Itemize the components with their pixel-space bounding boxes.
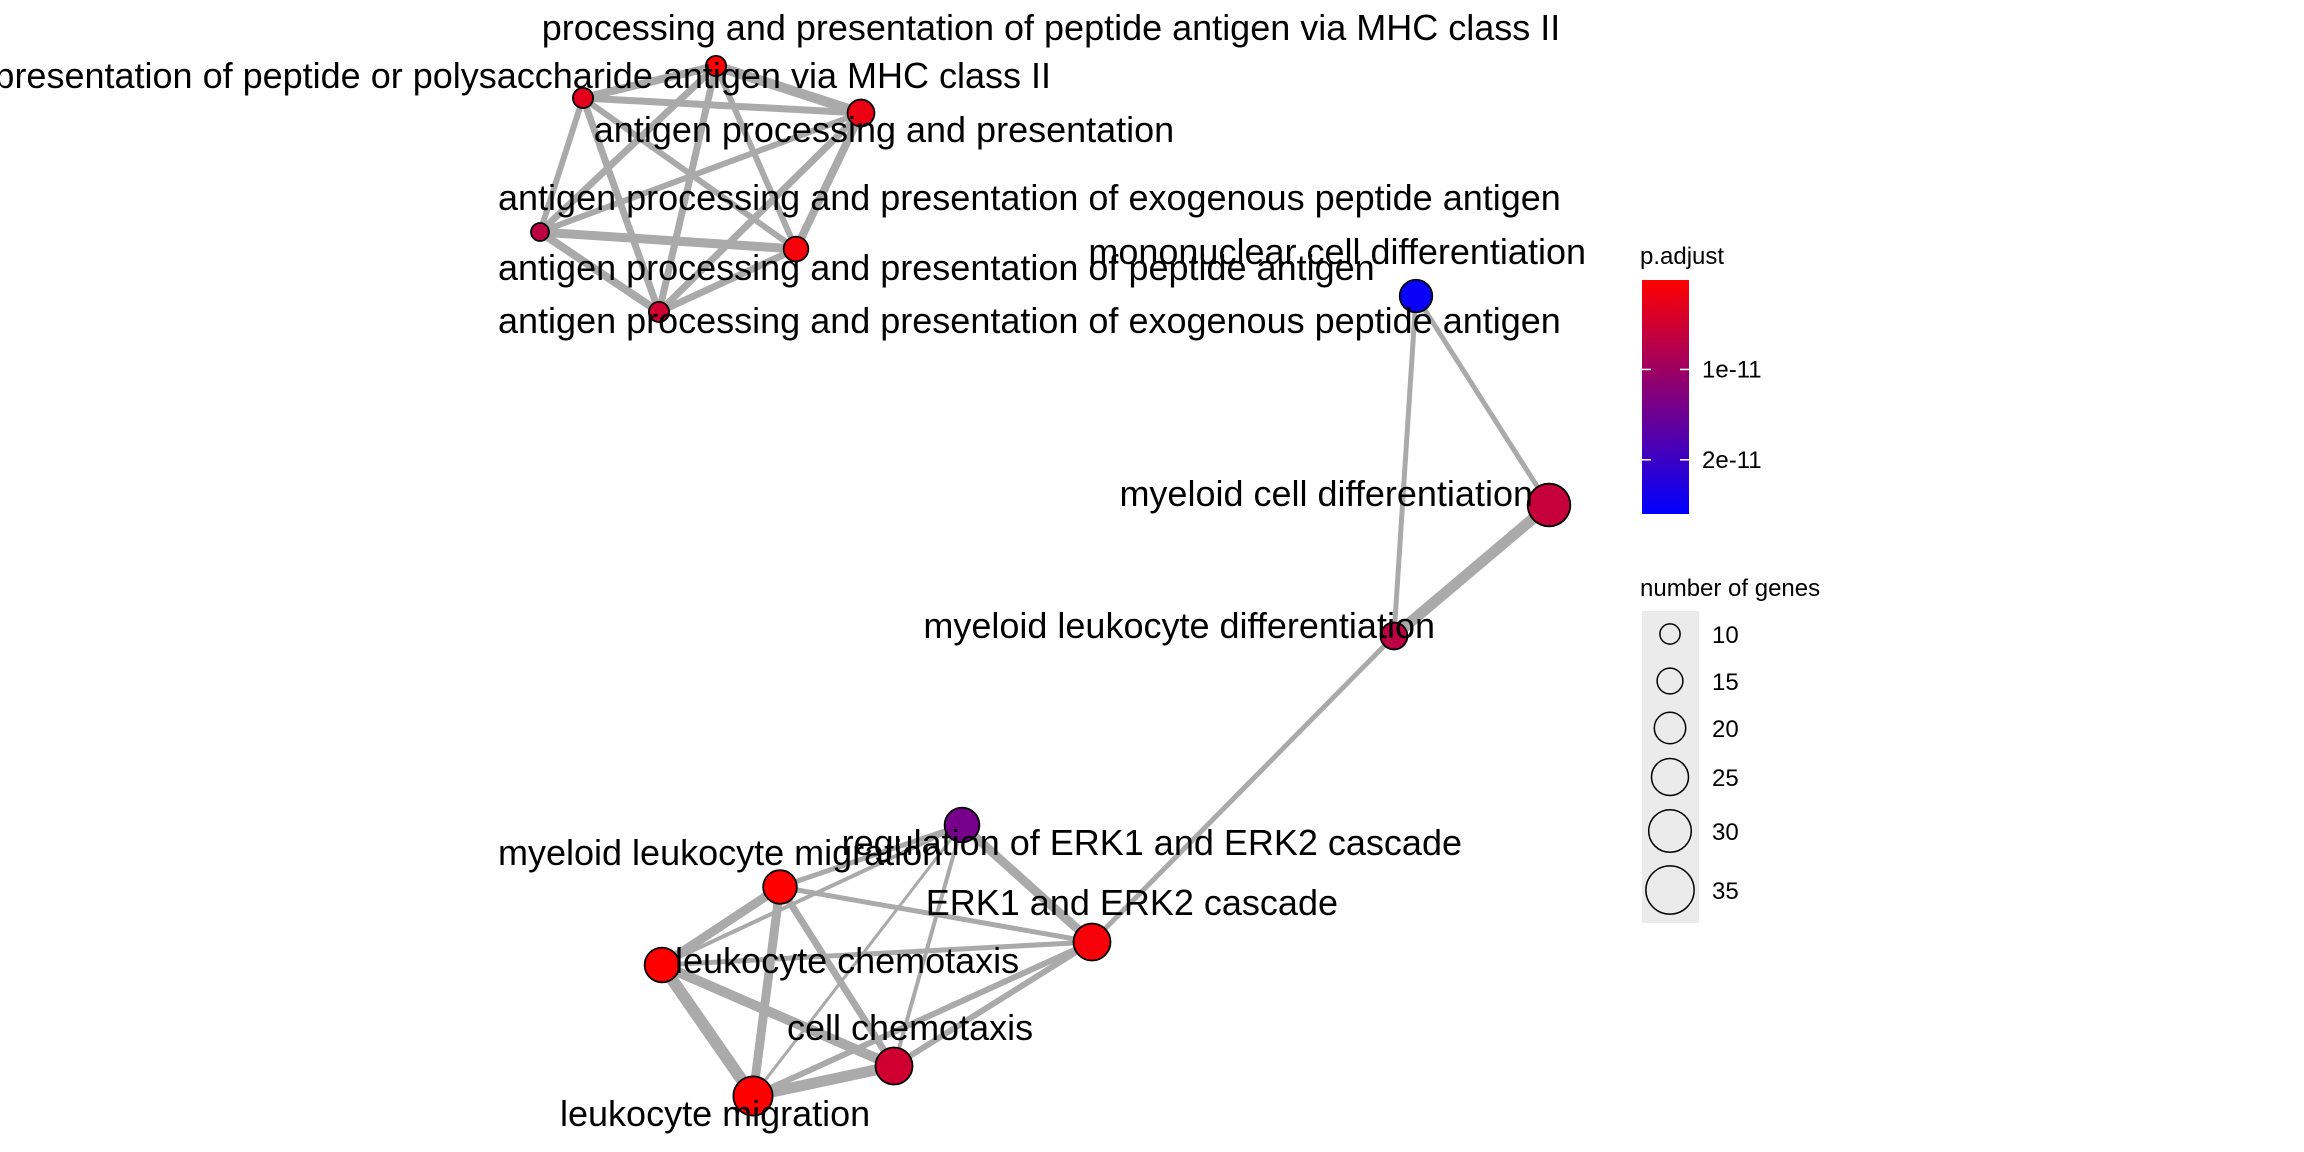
- node-label-n8: myeloid cell differentiation: [1119, 473, 1533, 514]
- node-label-n15: leukocyte migration: [560, 1093, 870, 1134]
- edge-n1-n3: [582, 62, 717, 102]
- size-key-circle-30: [1647, 808, 1693, 854]
- node-label-n5: antigen processing and presentation of p…: [498, 247, 1375, 288]
- color-legend-title: p.adjust: [1640, 243, 1724, 270]
- edge-n9-n12: [1090, 634, 1396, 944]
- edges-layer: [537, 61, 1553, 1102]
- size-key-label-15: 15: [1712, 669, 1739, 696]
- edge-n2-n4: [538, 110, 863, 235]
- color-legend: p.adjust 1e-11 2e-11: [1640, 243, 1762, 514]
- size-legend-key-background: [1642, 611, 1699, 923]
- edge-n13-n15: [657, 961, 758, 1100]
- edge-n11-n13: [659, 883, 783, 969]
- edge-n2-n3: [582, 94, 862, 117]
- edge-n10-n11: [779, 822, 963, 890]
- node-label-n6: antigen processing and presentation of e…: [498, 300, 1561, 341]
- size-key-circle-15: [1656, 667, 1684, 695]
- size-key-circle-20: [1653, 711, 1687, 745]
- size-key-label-20: 20: [1712, 716, 1739, 743]
- node-n1: [705, 55, 728, 78]
- node-label-n12: ERK1 and ERK2 cascade: [926, 882, 1338, 923]
- node-n4: [530, 222, 550, 242]
- color-tick-label-0: 1e-11: [1702, 356, 1762, 383]
- node-label-n11: myeloid leukocyte migration: [498, 832, 942, 873]
- color-bar-ticks: 1e-11 2e-11: [1642, 356, 1762, 474]
- size-key-label-30: 30: [1712, 819, 1739, 846]
- edge-n1-n2: [714, 61, 863, 118]
- node-label-n7: mononuclear cell differentiation: [1088, 231, 1586, 272]
- edge-n1-n4: [537, 63, 719, 235]
- node-n13: [643, 946, 681, 984]
- edge-n11-n15: [748, 886, 785, 1097]
- node-label-n13: leukocyte chemotaxis: [675, 940, 1019, 981]
- node-n6: [648, 300, 671, 323]
- node-n10: [943, 806, 981, 844]
- node-n2: [846, 98, 876, 128]
- edge-n3-n4: [537, 97, 586, 233]
- edge-n1-n5: [713, 64, 799, 251]
- node-n3: [572, 87, 595, 110]
- size-key-circle-10: [1659, 623, 1681, 645]
- edge-n10-n12: [958, 821, 1096, 946]
- size-key-circle-35: [1645, 865, 1695, 915]
- edge-n3-n6: [579, 96, 663, 314]
- edge-n12-n13: [661, 939, 1093, 968]
- edge-n11-n14: [777, 885, 897, 1068]
- size-key-label-35: 35: [1712, 878, 1739, 905]
- node-label-n9: myeloid leukocyte differentiation: [923, 605, 1435, 646]
- node-n9: [1379, 621, 1409, 651]
- edge-n4-n6: [537, 228, 662, 316]
- node-n15: [732, 1075, 774, 1117]
- node-label-n14: cell chemotaxis: [787, 1007, 1033, 1048]
- edge-n7-n9: [1391, 295, 1419, 637]
- legend: p.adjust 1e-11 2e-11 number of genes 10 15…: [1640, 243, 1820, 923]
- edge-n10-n15: [751, 824, 964, 1097]
- size-legend-entries: 10 15 20 25 30 35: [1645, 622, 1739, 915]
- edge-n2-n5: [792, 111, 865, 251]
- size-legend: number of genes 10 15 20 25 30 35: [1640, 575, 1820, 923]
- edge-n12-n15: [751, 939, 1094, 1099]
- node-label-n1: processing and presentation of peptide a…: [542, 7, 1561, 48]
- node-n12: [1072, 922, 1112, 962]
- node-label-n4: antigen processing and presentation of e…: [498, 177, 1561, 218]
- labels-layer: processing and presentation of peptide a…: [0, 7, 1586, 1134]
- edge-n4-n5: [539, 227, 797, 254]
- edge-n14-n15: [751, 1060, 896, 1102]
- edge-n2-n6: [656, 110, 864, 315]
- node-label-n3: antigen processing and presentation: [594, 109, 1174, 150]
- size-legend-title: number of genes: [1640, 575, 1820, 602]
- size-key-circle-25: [1650, 757, 1690, 797]
- edge-n5-n6: [657, 245, 798, 316]
- node-n5: [782, 235, 810, 263]
- node-n11: [762, 869, 798, 905]
- color-bar: [1642, 280, 1689, 514]
- size-key-label-25: 25: [1712, 765, 1739, 792]
- size-key-label-10: 10: [1712, 622, 1739, 649]
- nodes-layer: [530, 55, 1572, 1117]
- edge-n13-n14: [660, 960, 896, 1071]
- edge-n7-n8: [1413, 294, 1552, 507]
- plot-area: processing and presentation of peptide a…: [0, 7, 1586, 1134]
- edge-n8-n9: [1390, 500, 1553, 641]
- node-n14: [874, 1046, 914, 1086]
- color-tick-label-1: 2e-11: [1702, 447, 1762, 474]
- node-label-n2: presentation of peptide or polysaccharid…: [0, 55, 1051, 96]
- edge-n11-n12: [779, 884, 1093, 945]
- node-label-n10: regulation of ERK1 and ERK2 cascade: [842, 822, 1462, 863]
- node-n8: [1526, 482, 1572, 528]
- edge-n12-n14: [892, 939, 1094, 1069]
- node-n7: [1398, 278, 1434, 314]
- edge-n3-n5: [581, 95, 798, 252]
